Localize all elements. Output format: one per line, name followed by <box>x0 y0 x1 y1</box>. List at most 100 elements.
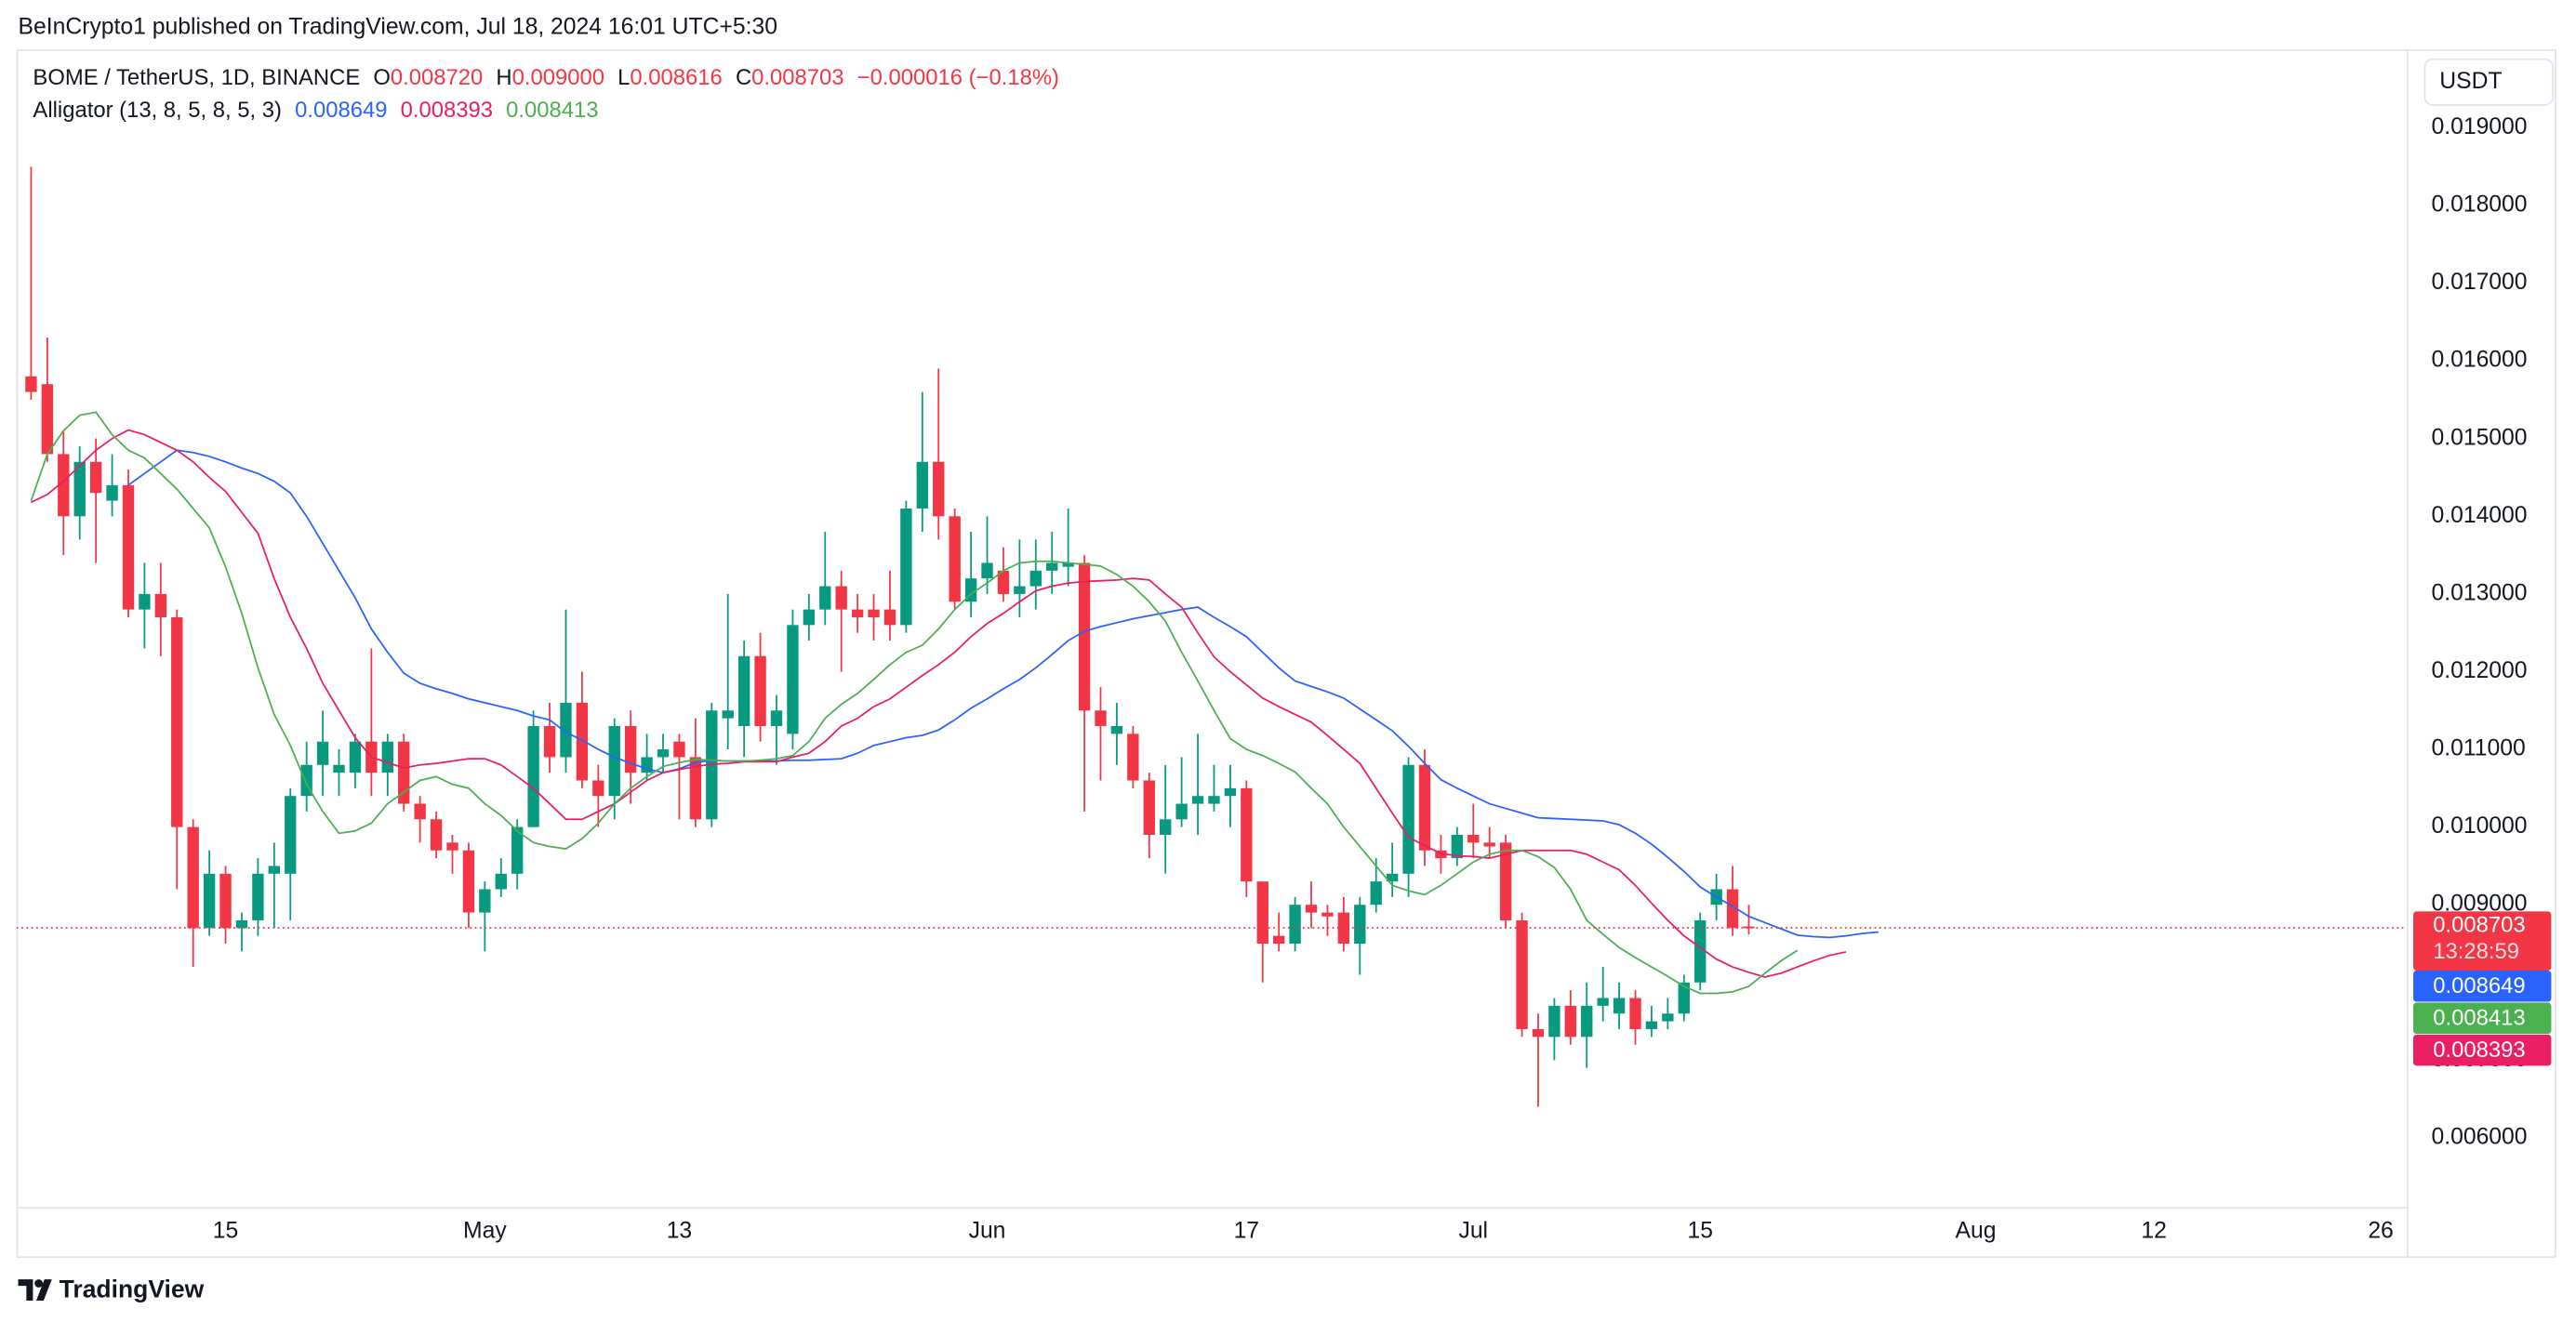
candle-body <box>1029 570 1042 587</box>
candle-body <box>381 741 393 773</box>
candle-body <box>219 873 232 929</box>
candle-body <box>1726 889 1739 929</box>
candle-body <box>624 725 637 773</box>
candle-body <box>1564 1005 1577 1038</box>
chart-frame <box>16 48 2556 1259</box>
candle-body <box>203 873 216 929</box>
candle-body <box>187 826 199 929</box>
candle-body <box>1078 562 1091 711</box>
candle-body <box>1224 787 1237 797</box>
candle-body <box>1548 1005 1560 1038</box>
candle-body <box>689 757 702 820</box>
candle-body <box>171 616 183 827</box>
candle-body <box>527 725 539 827</box>
candle-body <box>446 842 458 851</box>
candle-body <box>592 780 604 797</box>
y-tick-label: 0.010000 <box>2431 813 2527 839</box>
candle-body <box>770 710 783 726</box>
indicator-value: 0.008413 <box>506 98 598 123</box>
x-tick-label: 26 <box>2368 1218 2394 1243</box>
indicator-price-box <box>2413 1002 2552 1034</box>
candle-body <box>106 484 118 501</box>
candle-body <box>1662 1013 1674 1022</box>
candle-body <box>41 384 54 455</box>
candle-body <box>1143 780 1155 835</box>
candle-body <box>495 873 507 890</box>
ohlc-value: 0.008720 <box>391 65 483 90</box>
candle-body <box>835 586 847 610</box>
last-price-label: 0.008703 <box>2433 913 2525 938</box>
alligator-line <box>127 449 1879 939</box>
candle-body <box>1191 796 1204 804</box>
candle-body <box>1208 796 1220 804</box>
candle-body <box>268 866 281 874</box>
candle-body <box>1597 998 1609 1006</box>
candle-body <box>1370 881 1382 906</box>
candle-body <box>803 609 816 626</box>
y-tick-label: 0.017000 <box>2431 270 2527 295</box>
symbol: BOME / TetherUS, 1D, BINANCE <box>33 65 360 90</box>
y-tick-label: 0.018000 <box>2431 192 2527 218</box>
candle-body <box>58 454 70 517</box>
y-tick-label: 0.013000 <box>2431 580 2527 605</box>
candle-body <box>398 741 410 804</box>
candle-body <box>1645 1021 1658 1029</box>
candle-body <box>657 749 670 758</box>
candle-body <box>252 873 264 920</box>
indicator-price-box <box>2413 1034 2552 1066</box>
candle-body <box>285 796 297 874</box>
indicator-value: 0.008393 <box>401 98 493 123</box>
y-tick-label: 0.014000 <box>2431 503 2527 528</box>
ohlc-key: O <box>373 65 391 90</box>
candle-body <box>1629 998 1641 1029</box>
candle-body <box>1127 734 1139 781</box>
candle-body <box>1678 982 1690 1014</box>
candle-body <box>1613 998 1626 1014</box>
y-tick-label: 0.012000 <box>2431 658 2527 683</box>
ohlc-value: 0.009000 <box>512 65 604 90</box>
candle-body <box>1483 842 1495 847</box>
candle-body <box>316 741 329 765</box>
y-tick-label: 0.016000 <box>2431 348 2527 373</box>
indicator-price-label: 0.008413 <box>2433 1005 2525 1030</box>
brand-name: TradingView <box>60 1275 205 1302</box>
ohlc-key: C <box>736 65 751 90</box>
x-tick-label: Aug <box>1955 1218 1996 1243</box>
candle-body <box>1014 586 1026 594</box>
candle-body <box>430 819 443 851</box>
candle-body <box>1499 842 1512 920</box>
candle-body <box>949 516 961 602</box>
candle-body <box>1532 1028 1545 1038</box>
candle-body <box>576 702 589 781</box>
x-tick-label: Jul <box>1458 1218 1488 1243</box>
symbol-legend: BOME / TetherUS, 1D, BINANCE O0.008720 H0.… <box>33 65 1059 90</box>
ohlc-key: H <box>496 65 511 90</box>
candle-body <box>1175 803 1188 820</box>
indicator-value: 0.008649 <box>295 98 387 123</box>
candle-body <box>1272 935 1285 945</box>
alligator-line <box>31 429 1847 978</box>
last-price-box <box>2413 911 2552 971</box>
candle-body <box>479 889 491 913</box>
candle-body <box>1354 905 1366 945</box>
x-tick-label: 15 <box>1687 1218 1713 1243</box>
countdown: 13:28:59 <box>2433 939 2519 964</box>
currency[interactable]: USDT <box>2439 69 2502 94</box>
candle-body <box>1451 834 1464 859</box>
candle-body <box>1095 710 1107 726</box>
indicator-price-label: 0.008393 <box>2433 1038 2525 1063</box>
candle-body <box>349 741 362 773</box>
plot-area <box>16 166 2407 1107</box>
indicator-name: Alligator (13, 8, 5, 8, 5, 3) <box>33 98 282 123</box>
candle-body <box>1581 1005 1593 1038</box>
candle-body <box>1402 764 1414 874</box>
currency-button[interactable] <box>2423 58 2555 106</box>
candle-body <box>722 710 734 719</box>
candle-body <box>543 725 556 758</box>
candle-body <box>122 484 135 610</box>
candle-body <box>1694 919 1706 983</box>
candle-body <box>673 741 685 758</box>
candle-body <box>25 376 37 392</box>
candle-body <box>1241 787 1253 882</box>
